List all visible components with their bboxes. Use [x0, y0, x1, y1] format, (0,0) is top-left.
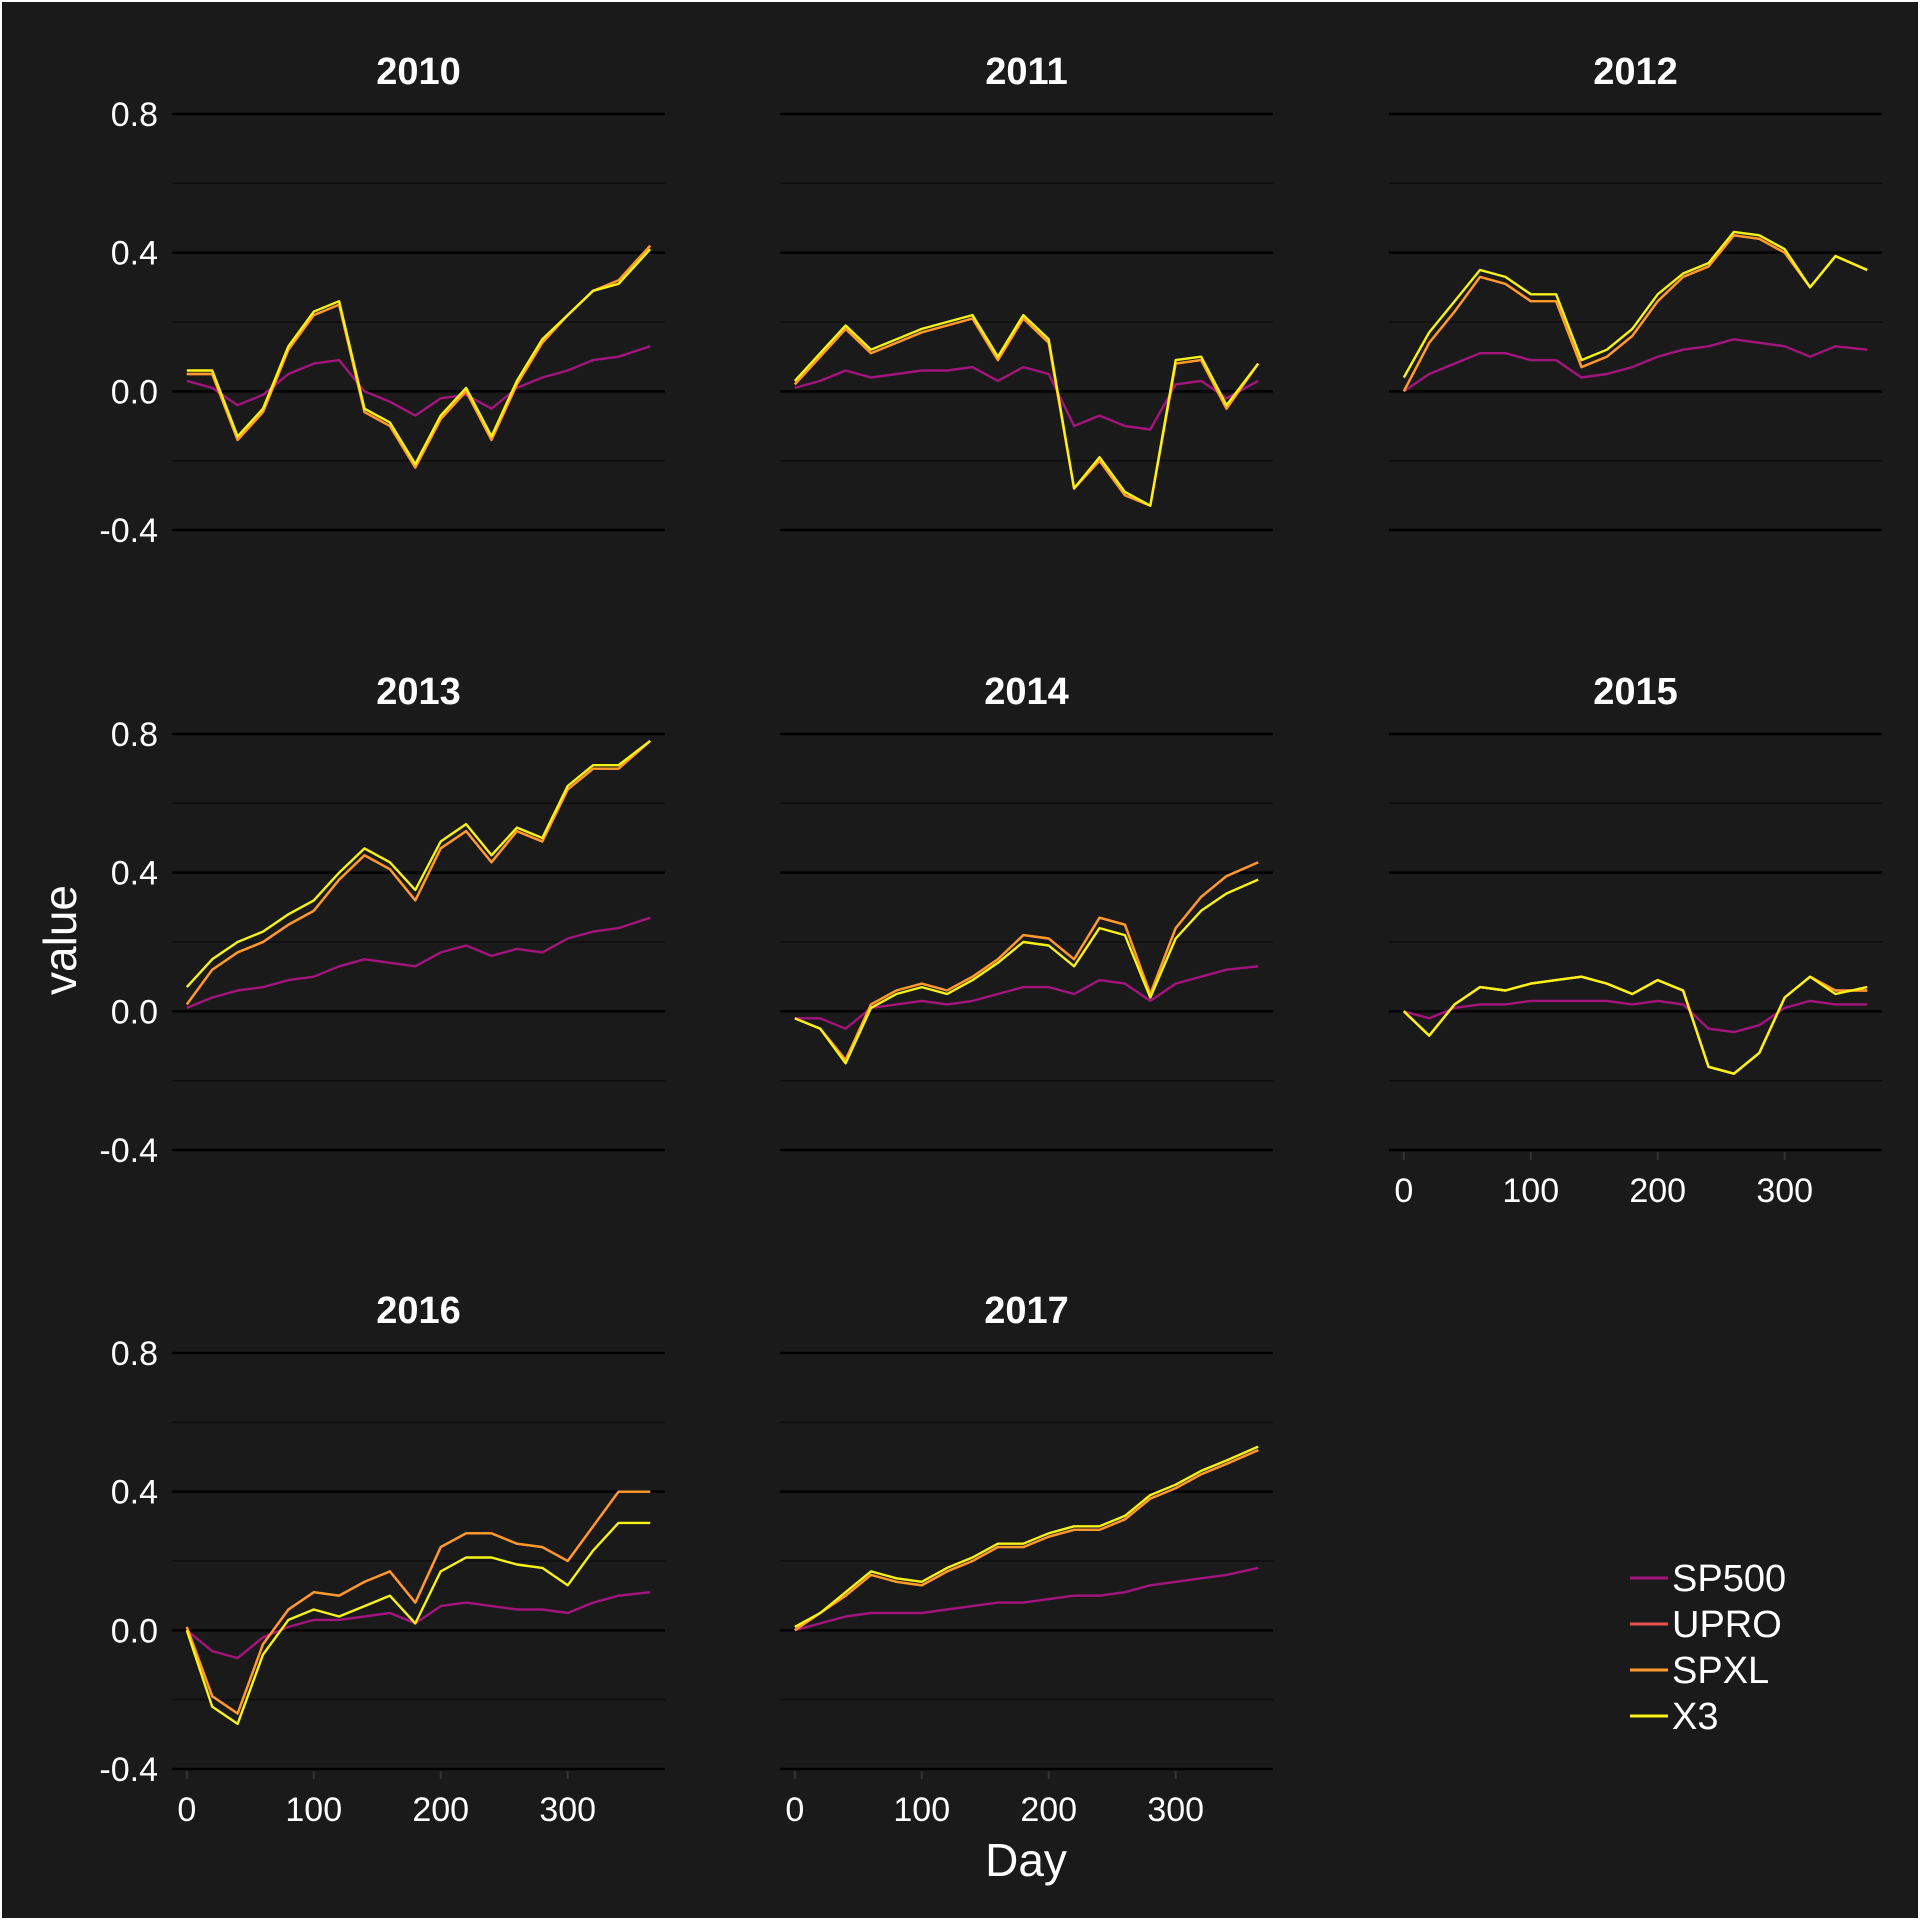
facet-title: 2014 [984, 671, 1069, 713]
series-line-spxl-2016 [185, 1490, 651, 1715]
legend-label: UPRO [1672, 1604, 1782, 1646]
facet-panel-2016: 2016 -0.4 0.0 0.4 0.8 0 100 200 300 [99, 1290, 665, 1829]
facet-panel-2011: 2011 [780, 51, 1273, 532]
y-tick-label: -0.4 [99, 512, 158, 550]
y-tick-label: 0.4 [111, 235, 158, 273]
legend-label: SPXL [1672, 1650, 1769, 1692]
x-tick-label: 300 [1756, 1172, 1813, 1210]
legend-item-x3: X3 [1630, 1696, 1718, 1738]
series-line-x3-2014 [794, 878, 1259, 1065]
series-line-sp500-2013 [186, 916, 651, 1010]
legend-item-sp500: SP500 [1630, 1558, 1786, 1600]
x-tick-label: 300 [1147, 1791, 1204, 1829]
legend-label: X3 [1672, 1696, 1718, 1738]
y-tick-label: -0.4 [99, 1132, 158, 1170]
x-tick-label: 200 [1629, 1172, 1686, 1210]
facet-panel-2010: 2010 -0.4 0.0 0.4 0.8 [99, 51, 665, 550]
series-line-x3-2016 [185, 1521, 651, 1726]
facet-panel-2012: 2012 [1389, 51, 1882, 532]
x-axis-label: Day [985, 1834, 1067, 1886]
y-tick-label: 0.4 [111, 855, 158, 893]
y-axis-label: value [34, 885, 86, 995]
series-line-x3-2015 [1402, 975, 1868, 1075]
facet-title: 2016 [376, 1290, 461, 1332]
y-tick-label: 0.0 [111, 373, 158, 411]
legend-item-upro: UPRO [1630, 1604, 1782, 1646]
facet-title: 2010 [376, 51, 461, 93]
x-tick-label: 300 [539, 1791, 596, 1829]
series-line-x3-2012 [1402, 230, 1868, 379]
x-tick-label: 100 [285, 1791, 342, 1829]
series-line-spxl-2013 [185, 739, 651, 1006]
series-line-x3-2013 [185, 739, 651, 988]
facet-panel-2013: 2013 -0.4 0.0 0.4 0.8 [99, 671, 665, 1170]
y-tick-label: -0.4 [99, 1751, 158, 1789]
y-tick-label: 0.8 [111, 1335, 158, 1373]
series-line-spxl-2012 [1402, 234, 1868, 392]
x-tick-label: 0 [177, 1791, 196, 1829]
series-line-x3-2010 [186, 248, 652, 466]
series-line-sp500-2010 [186, 345, 651, 417]
facet-title: 2013 [376, 671, 461, 713]
series-line-sp500-2011 [794, 365, 1259, 431]
y-tick-label: 0.4 [111, 1474, 158, 1512]
series-line-spxl-2014 [794, 861, 1259, 1062]
x-tick-label: 100 [1502, 1172, 1559, 1210]
series-line-sp500-2017 [794, 1566, 1259, 1632]
facet-title: 2012 [1593, 51, 1678, 93]
y-tick-label: 0.8 [111, 716, 158, 754]
series-line-spxl-2017 [794, 1448, 1259, 1632]
facet-panel-2017: 2017 0 100 200 300 [780, 1290, 1273, 1829]
y-tick-label: 0.8 [111, 96, 158, 134]
facet-panels: 2010 -0.4 0.0 0.4 0.8 2011 2012 2013 -0.4 0.0 0.4 0… [99, 51, 1882, 1829]
facet-title: 2017 [984, 1290, 1069, 1332]
x-tick-label: 0 [1394, 1172, 1413, 1210]
facet-title: 2015 [1593, 671, 1678, 713]
y-tick-label: 0.0 [111, 993, 158, 1031]
x-tick-label: 200 [412, 1791, 469, 1829]
series-line-x3-2011 [793, 313, 1260, 507]
facet-title: 2011 [985, 51, 1067, 93]
series-line-sp500-2015 [1403, 999, 1868, 1034]
series-line-x3-2017 [794, 1445, 1259, 1628]
facet-panel-2014: 2014 [780, 671, 1273, 1152]
x-tick-label: 100 [893, 1791, 950, 1829]
legend-item-spxl: SPXL [1630, 1650, 1769, 1692]
series-line-sp500-2012 [1403, 338, 1868, 393]
y-tick-label: 0.0 [111, 1612, 158, 1650]
facet-panel-2015: 2015 0 100 200 300 [1389, 671, 1882, 1210]
x-tick-label: 0 [785, 1791, 804, 1829]
x-tick-label: 200 [1020, 1791, 1077, 1829]
legend-label: SP500 [1672, 1558, 1786, 1600]
